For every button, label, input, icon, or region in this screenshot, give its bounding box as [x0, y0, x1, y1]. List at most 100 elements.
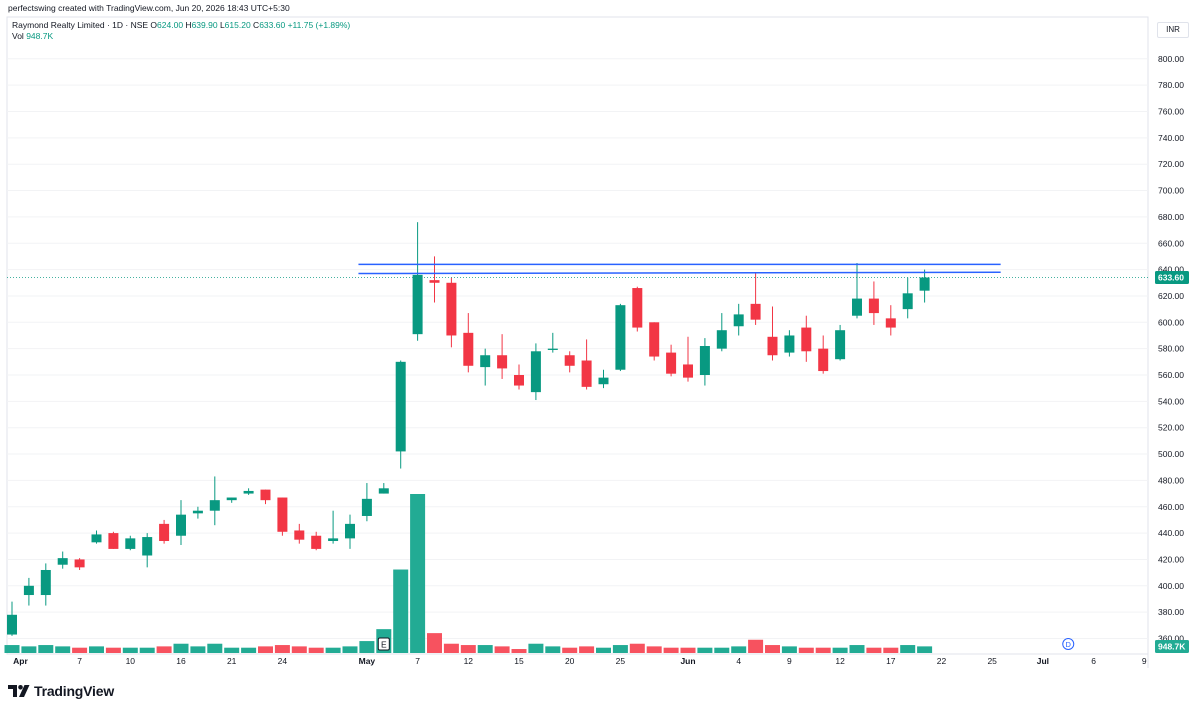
- price-tick-label: 780.00: [1158, 80, 1184, 90]
- time-axis-label: 24: [278, 656, 288, 666]
- price-tick-label: 680.00: [1158, 212, 1184, 222]
- volume-bar: [646, 646, 662, 653]
- time-axis-label: Apr: [13, 656, 28, 666]
- candle-body: [868, 298, 879, 314]
- price-tick-label: 740.00: [1158, 133, 1184, 143]
- time-axis-label: 9: [1142, 656, 1147, 666]
- candle-body: [784, 335, 795, 353]
- trendlines[interactable]: [358, 263, 1001, 275]
- volume-bar: [579, 646, 595, 653]
- dividend-marker-label: D: [1066, 640, 1072, 649]
- time-axis[interactable]: Apr 7 10 16 21 24 May 7 12 15 20 25 Jun 4 9 12 17 22 25 Jul…: [13, 656, 1147, 666]
- price-tick-label: 480.00: [1158, 475, 1184, 485]
- volume-bar: [528, 643, 544, 653]
- volume-bar: [781, 646, 797, 653]
- price-tick-label: 540.00: [1158, 396, 1184, 406]
- volume-bar: [342, 646, 358, 653]
- volume-bar: [714, 647, 730, 653]
- candle-body: [649, 322, 660, 357]
- currency-selector[interactable]: INR: [1157, 22, 1189, 38]
- close-value: 633.60: [259, 20, 286, 30]
- volume-value: 948.7K: [26, 31, 54, 41]
- volume-bar: [105, 647, 121, 653]
- time-axis-label: 15: [514, 656, 524, 666]
- dividend-marker-icon: [1062, 638, 1075, 650]
- candle-body: [767, 336, 778, 356]
- brand-name: TradingView: [34, 683, 115, 699]
- candle-body: [801, 327, 812, 352]
- volume-bar: [460, 645, 476, 653]
- time-axis-label: 6: [1091, 656, 1096, 666]
- candle-body: [378, 488, 389, 494]
- high-label: H: [185, 20, 192, 30]
- price-tick-label: 380.00: [1158, 607, 1184, 617]
- candle-body: [530, 351, 541, 393]
- volume-bar: [612, 645, 628, 653]
- symbol-title[interactable]: Raymond Realty Limited · 1D · NSE: [12, 20, 149, 30]
- candle-body: [395, 361, 406, 452]
- close-label: C: [253, 20, 260, 30]
- time-axis-label: 20: [565, 656, 575, 666]
- candle-body: [345, 523, 355, 539]
- volume-bar: [443, 643, 459, 653]
- candle-body: [581, 360, 592, 387]
- symbol-legend: Raymond Realty Limited · 1D · NSE O624.0…: [12, 20, 350, 42]
- candle-body: [429, 280, 440, 283]
- candle-body: [277, 497, 288, 532]
- candle-body: [632, 288, 643, 328]
- candle-body: [615, 305, 626, 370]
- candle-body: [446, 282, 457, 336]
- time-axis-label: 12: [464, 656, 474, 666]
- volume-bar: [731, 646, 747, 653]
- open-label: O: [150, 20, 158, 30]
- volume-bar: [629, 643, 645, 653]
- volume-bar: [815, 647, 831, 653]
- price-tick-label: 440.00: [1158, 528, 1184, 538]
- volume-bar: [38, 645, 54, 653]
- volume-bar: [798, 647, 814, 653]
- time-axis-label: 25: [616, 656, 626, 666]
- price-tick-label: 400.00: [1158, 581, 1184, 591]
- volume-bar: [224, 647, 240, 653]
- chart-credit-text: perfectswing created with TradingView.co…: [8, 3, 290, 13]
- time-axis-label: 9: [787, 656, 792, 666]
- low-value: 615.20: [224, 20, 251, 30]
- open-value: 624.00: [157, 20, 184, 30]
- time-axis-label: 7: [415, 656, 420, 666]
- candle-body: [919, 277, 930, 291]
- candle-body: [226, 497, 237, 501]
- volume-bar: [89, 646, 104, 653]
- last-volume-tag-label: 948.7K: [1158, 642, 1186, 652]
- candle-body: [835, 330, 846, 360]
- volume-bar: [494, 646, 510, 653]
- volume-bar: [173, 643, 189, 653]
- price-tick-label: 580.00: [1158, 344, 1184, 354]
- volume-bar: [765, 645, 780, 653]
- volume-bar: [258, 646, 273, 653]
- volume-bar: [4, 645, 20, 653]
- price-axis[interactable]: 360.00 380.00 400.00 420.00 440.00 460.00 480.…: [7, 54, 1184, 644]
- price-tick-label: 520.00: [1158, 423, 1184, 433]
- volume-bar: [156, 646, 172, 653]
- candle-body: [7, 614, 17, 635]
- candle-body: [125, 538, 136, 549]
- volume-bar: [883, 647, 899, 653]
- candle-body: [598, 377, 609, 385]
- candle-body: [733, 314, 744, 327]
- brand-logo[interactable]: TradingView: [8, 683, 114, 699]
- price-tick-label: 720.00: [1158, 159, 1184, 169]
- volume-bar: [308, 647, 324, 653]
- volume-bar: [55, 646, 71, 653]
- volume-bar: [325, 647, 341, 653]
- volume-bar: [511, 649, 527, 653]
- price-tick-label: 760.00: [1158, 107, 1184, 117]
- volume-label[interactable]: Vol: [12, 31, 24, 41]
- candle-body: [57, 558, 68, 565]
- volume-bar: [291, 646, 307, 653]
- price-tick-label: 500.00: [1158, 449, 1184, 459]
- candle-body: [176, 514, 186, 536]
- time-axis-label: 16: [176, 656, 186, 666]
- volume-bar: [427, 633, 442, 653]
